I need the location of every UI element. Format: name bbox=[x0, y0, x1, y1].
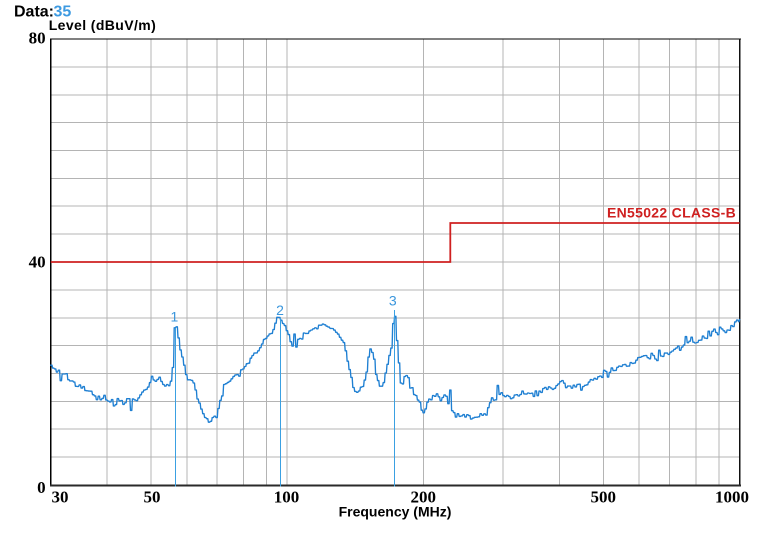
svg-text:80: 80 bbox=[29, 29, 46, 48]
svg-text:30: 30 bbox=[52, 488, 69, 507]
svg-text:2: 2 bbox=[276, 302, 284, 318]
svg-text:1000: 1000 bbox=[715, 488, 749, 507]
svg-text:0: 0 bbox=[37, 478, 46, 497]
svg-text:Frequency (MHz): Frequency (MHz) bbox=[339, 504, 452, 520]
svg-text:50: 50 bbox=[144, 488, 161, 507]
svg-text:40: 40 bbox=[29, 253, 46, 272]
svg-text:Level (dBuV/m): Level (dBuV/m) bbox=[49, 17, 157, 33]
svg-text:500: 500 bbox=[591, 488, 617, 507]
svg-text:3: 3 bbox=[389, 293, 397, 309]
svg-text:100: 100 bbox=[274, 488, 300, 507]
svg-text:Data:35: Data:35 bbox=[14, 4, 71, 21]
svg-text:1: 1 bbox=[171, 309, 179, 325]
svg-text:EN55022 CLASS-B: EN55022 CLASS-B bbox=[607, 205, 736, 221]
svg-text:200: 200 bbox=[411, 488, 437, 507]
